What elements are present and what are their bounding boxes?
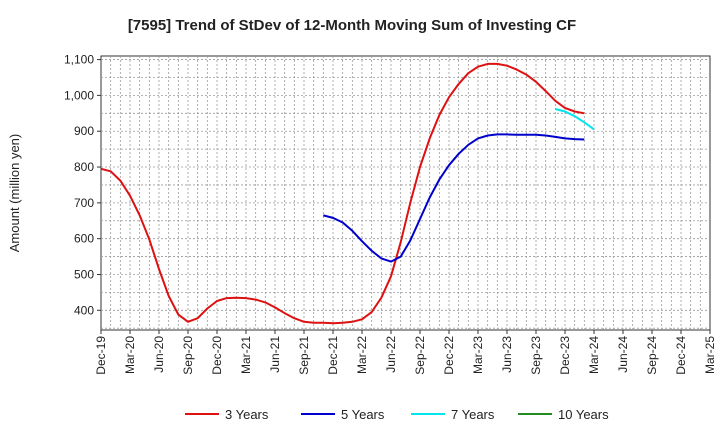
x-tick-label: Dec-24 — [674, 336, 688, 375]
x-tick-label: Dec-21 — [326, 336, 340, 375]
legend: 3 Years 5 Years 7 Years 10 Years — [185, 407, 609, 422]
y-tick-label: 1,000 — [64, 88, 94, 102]
y-tick-label: 600 — [74, 232, 94, 246]
series-line-5-years — [323, 133, 585, 263]
x-tick-label: Mar-24 — [587, 336, 601, 374]
x-tick-label: Jun-24 — [616, 336, 630, 373]
y-tick-label: 400 — [74, 303, 94, 317]
x-tick-label: Dec-20 — [210, 336, 224, 375]
x-tick-label: Sep-22 — [413, 336, 427, 375]
y-axis: 400 500 600 700 800 900 1,000 1,100 — [64, 53, 101, 317]
legend-label: 7 Years — [451, 407, 495, 422]
x-tick-label: Sep-20 — [181, 336, 195, 375]
y-tick-label: 800 — [74, 160, 94, 174]
x-tick-label: Mar-22 — [355, 336, 369, 374]
legend-label: 10 Years — [558, 407, 609, 422]
plot-area — [100, 55, 711, 331]
x-tick-label: Sep-23 — [529, 336, 543, 375]
x-axis: Dec-19 Mar-20 Jun-20 Sep-20 Dec-20 Mar-21 Jun-… — [94, 330, 717, 375]
y-tick-label: 500 — [74, 267, 94, 281]
series-layer — [100, 62, 595, 325]
x-tick-label: Mar-23 — [471, 336, 485, 374]
x-tick-label: Dec-22 — [442, 336, 456, 375]
x-tick-label: Mar-21 — [239, 336, 253, 374]
y-tick-label: 700 — [74, 196, 94, 210]
x-tick-label: Jun-21 — [268, 336, 282, 373]
y-tick-label: 1,100 — [64, 53, 94, 67]
x-tick-label: Jun-22 — [384, 336, 398, 373]
grid — [101, 56, 710, 330]
chart-title: [7595] Trend of StDev of 12-Month Moving… — [128, 17, 576, 34]
x-tick-label: Dec-19 — [94, 336, 108, 375]
series-line-3-years — [100, 62, 585, 325]
y-axis-label: Amount (million yen) — [7, 134, 22, 253]
x-tick-label: Mar-25 — [703, 336, 717, 374]
legend-label: 3 Years — [225, 407, 269, 422]
x-tick-label: Mar-20 — [123, 336, 137, 374]
x-tick-label: Jun-23 — [500, 336, 514, 373]
x-tick-label: Sep-21 — [297, 336, 311, 375]
x-tick-label: Jun-20 — [152, 336, 166, 373]
y-tick-label: 900 — [74, 124, 94, 138]
x-tick-label: Sep-24 — [645, 336, 659, 375]
x-tick-label: Dec-23 — [558, 336, 572, 375]
legend-label: 5 Years — [341, 407, 385, 422]
series-line-7-years — [555, 108, 595, 131]
